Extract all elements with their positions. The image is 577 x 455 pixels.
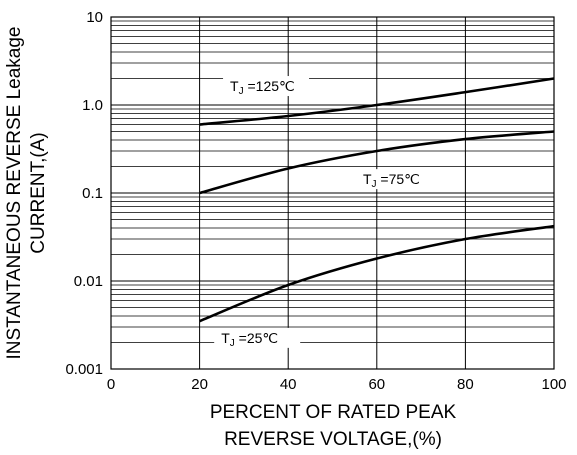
x-tick-label: 80	[457, 376, 474, 393]
series-label-bg	[214, 327, 301, 348]
x-tick-label: 40	[280, 376, 297, 393]
x-tick-labels: 0 20 40 60 80 100	[107, 376, 567, 393]
y-axis-title-line2: CURRENT,(A)	[28, 132, 49, 253]
series-line-2	[199, 224, 555, 323]
series-label-bg	[223, 76, 310, 97]
y-tick-label: 10	[86, 9, 103, 26]
y-tick-labels: 0.001 0.01 0.1 1.0 10	[65, 9, 103, 378]
x-tick-label: 0	[107, 376, 115, 393]
x-tick-label: 100	[541, 376, 566, 393]
grid	[111, 17, 554, 369]
y-tick-label: 1.0	[82, 97, 103, 114]
x-axis-title-line2: REVERSE VOLTAGE,(%)	[224, 429, 442, 450]
series-line-1	[199, 130, 555, 195]
series-label-bg	[355, 169, 442, 190]
series-labels: TJ =125℃ TJ =75℃ TJ =25℃	[214, 76, 442, 349]
y-tick-label: 0.1	[82, 185, 103, 202]
plot-frame	[110, 16, 555, 370]
y-tick-label: 0.001	[65, 361, 103, 378]
x-tick-label: 20	[191, 376, 208, 393]
series-line-0	[199, 77, 555, 126]
x-tick-label: 60	[368, 376, 385, 393]
series-label-1: TJ =75℃	[363, 171, 420, 190]
x-axis-title-line1: PERCENT OF RATED PEAK	[210, 402, 457, 423]
y-tick-label: 0.01	[74, 273, 103, 290]
series-curves	[199, 77, 555, 323]
y-axis-title-line1: INSTANTANEOUS REVERSE Leakage	[4, 27, 25, 360]
series-label-2: TJ =25℃	[221, 330, 278, 349]
series-label-0: TJ =125℃	[230, 78, 295, 97]
